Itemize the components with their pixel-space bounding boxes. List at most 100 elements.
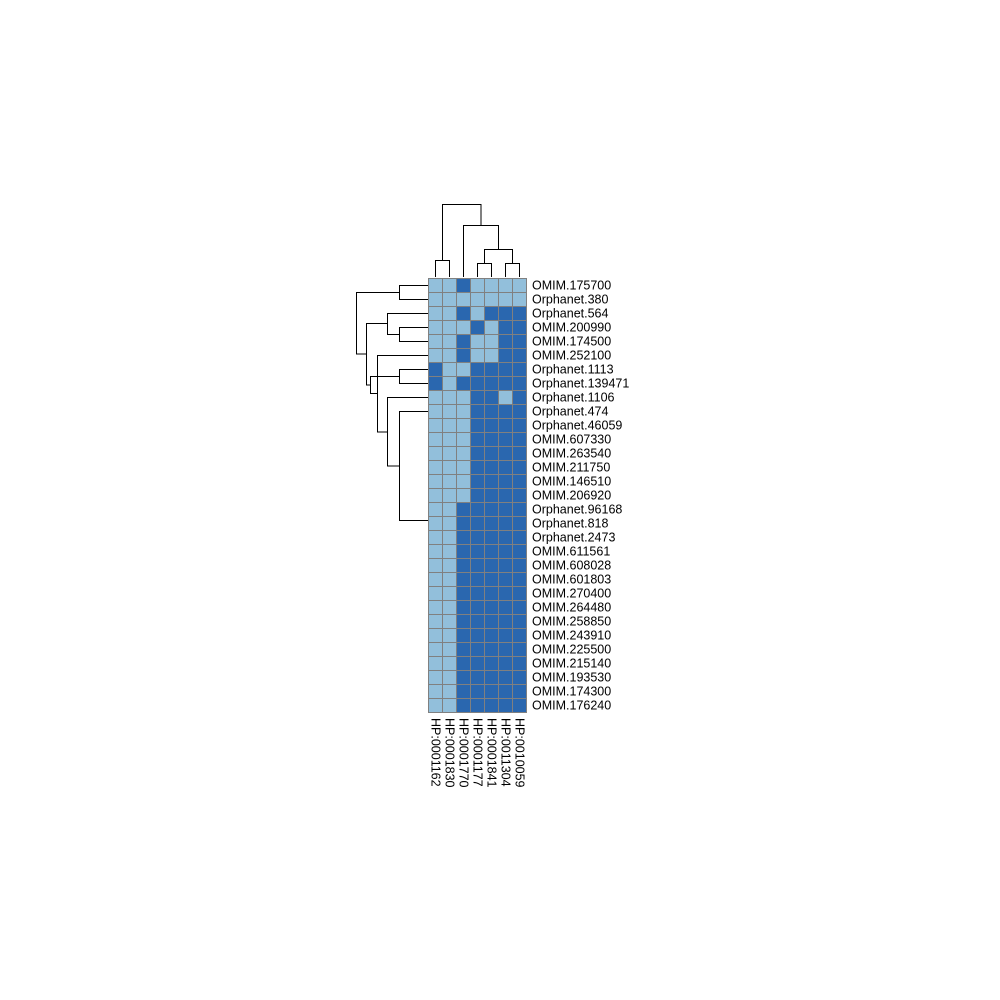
heatmap-cell (442, 698, 457, 713)
heatmap-cell (512, 376, 527, 391)
row-label: Orphanet.139471 (532, 377, 629, 391)
heatmap-cell (456, 362, 471, 377)
heatmap-cell (442, 320, 457, 335)
heatmap-cell (456, 600, 471, 615)
heatmap-cell (512, 642, 527, 657)
row-label: OMIM.258850 (532, 615, 611, 629)
heatmap-cell (498, 656, 513, 671)
heatmap-cell (470, 446, 485, 461)
heatmap-cell (484, 404, 499, 419)
heatmap-cell (470, 670, 485, 685)
heatmap-cell (428, 488, 443, 503)
row-label: OMIM.243910 (532, 629, 611, 643)
dendrogram-branch (387, 313, 428, 335)
heatmap-cell (428, 376, 443, 391)
heatmap-cell (456, 488, 471, 503)
heatmap-cell (428, 600, 443, 615)
heatmap-cell (512, 362, 527, 377)
dendrogram-branch (377, 355, 428, 433)
heatmap-cell (512, 278, 527, 293)
heatmap-cell (498, 292, 513, 307)
heatmap-cell (428, 418, 443, 433)
dendrogram-branch (399, 285, 428, 300)
heatmap-cell (456, 698, 471, 713)
heatmap-cell (512, 572, 527, 587)
heatmap-cell (512, 530, 527, 545)
dendrogram-branch (370, 376, 400, 394)
heatmap-cell (442, 278, 457, 293)
heatmap-cell (456, 278, 471, 293)
heatmap-cell (428, 516, 443, 531)
heatmap-cell (428, 460, 443, 475)
heatmap-cell (456, 628, 471, 643)
heatmap-cell (484, 432, 499, 447)
heatmap-cell (470, 320, 485, 335)
heatmap-cell (470, 614, 485, 629)
heatmap-cell (428, 572, 443, 587)
heatmap-cell (484, 348, 499, 363)
dendrogram-branch (399, 411, 428, 521)
heatmap-cell (456, 530, 471, 545)
heatmap-cell (442, 418, 457, 433)
heatmap-cell (498, 586, 513, 601)
heatmap-cell (442, 586, 457, 601)
row-label: Orphanet.818 (532, 517, 608, 531)
heatmap-cell (512, 306, 527, 321)
heatmap-cell (484, 558, 499, 573)
heatmap-cell (456, 418, 471, 433)
row-label: Orphanet.2473 (532, 531, 615, 545)
heatmap-cell (498, 278, 513, 293)
heatmap-cell (428, 698, 443, 713)
heatmap-cell (442, 558, 457, 573)
heatmap-cell (428, 390, 443, 405)
heatmap-cell (512, 502, 527, 517)
heatmap-cell (512, 656, 527, 671)
heatmap-cell (456, 684, 471, 699)
dendrogram-branch (505, 263, 520, 277)
row-label: OMIM.211750 (532, 461, 610, 475)
row-label: OMIM.270400 (532, 587, 611, 601)
heatmap-cell (512, 670, 527, 685)
heatmap-cell (484, 656, 499, 671)
heatmap-cell (512, 432, 527, 447)
heatmap-cell (456, 656, 471, 671)
heatmap-cell (512, 558, 527, 573)
row-dendrogram (356, 285, 428, 521)
heatmap-cell (456, 642, 471, 657)
heatmap-cell (484, 614, 499, 629)
heatmap-cell (470, 544, 485, 559)
heatmap-cell (456, 390, 471, 405)
heatmap-cell (498, 320, 513, 335)
heatmap-cell (512, 614, 527, 629)
heatmap-cell (470, 292, 485, 307)
heatmap-cell (470, 516, 485, 531)
heatmap-cell (442, 474, 457, 489)
heatmap-cell (512, 348, 527, 363)
heatmap-cell (456, 432, 471, 447)
heatmap-cell (442, 670, 457, 685)
heatmap-cell (456, 614, 471, 629)
heatmap-cell (470, 432, 485, 447)
heatmap-cell (470, 502, 485, 517)
heatmap-cell (498, 670, 513, 685)
heatmap-cell (484, 362, 499, 377)
heatmap-cell (484, 586, 499, 601)
heatmap-cell (470, 488, 485, 503)
heatmap-cell (498, 390, 513, 405)
heatmap-cell (428, 278, 443, 293)
heatmap-cell (442, 600, 457, 615)
row-label: Orphanet.380 (532, 293, 608, 307)
heatmap-cell (470, 404, 485, 419)
heatmap-cell (512, 628, 527, 643)
heatmap-cell (442, 376, 457, 391)
heatmap-cell (484, 306, 499, 321)
heatmap-cell (512, 390, 527, 405)
column-label: HP:0011304 (499, 718, 513, 787)
heatmap-cell (442, 516, 457, 531)
heatmap-cell (470, 362, 485, 377)
heatmap-cell (484, 502, 499, 517)
heatmap-cell (442, 656, 457, 671)
column-label: HP:0001841 (485, 718, 499, 788)
heatmap-cell (498, 558, 513, 573)
heatmap-cell (498, 474, 513, 489)
